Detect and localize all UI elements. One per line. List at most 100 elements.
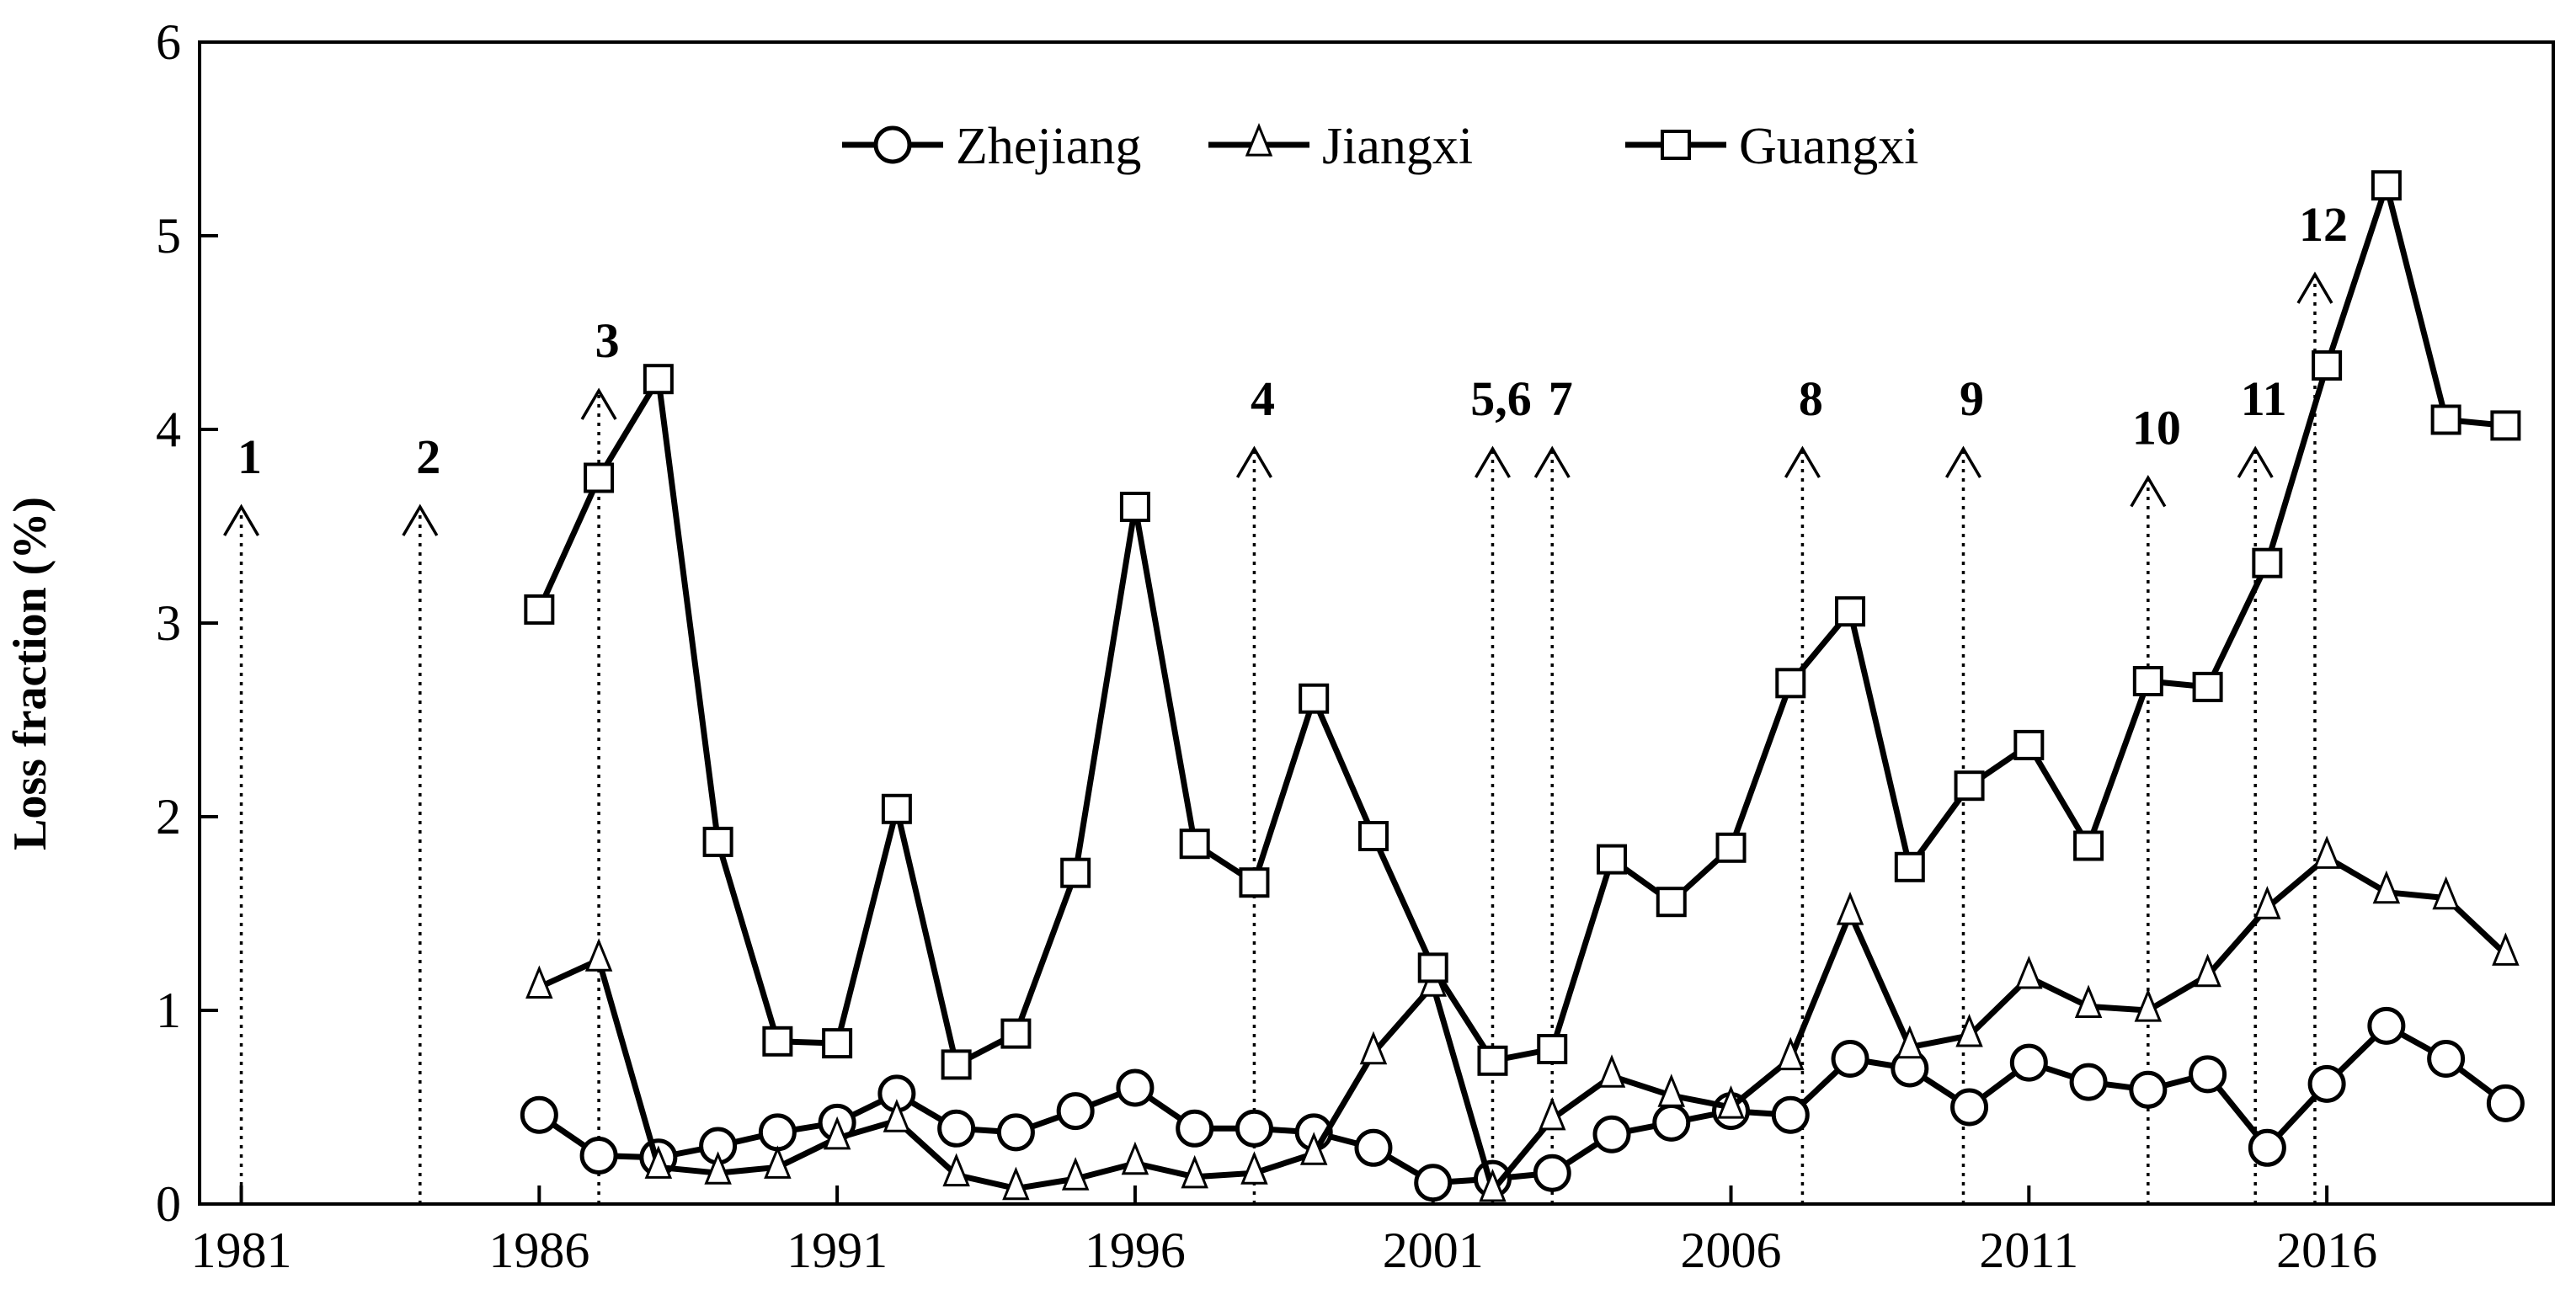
- data-point: [1777, 1036, 1805, 1071]
- data-point: [2312, 835, 2341, 869]
- event-arrowhead: [580, 387, 617, 420]
- x-tick-label: 1986: [488, 1223, 589, 1278]
- event-arrowhead: [2296, 271, 2333, 304]
- data-point: [2015, 955, 2043, 989]
- data-point: [2372, 870, 2401, 904]
- data-point: [704, 1151, 732, 1185]
- data-point: [823, 1116, 851, 1150]
- data-point: [2253, 886, 2281, 919]
- x-tick-label: 2001: [1383, 1223, 1484, 1278]
- event-label: 2: [416, 429, 440, 484]
- y-tick-label: 0: [156, 1176, 181, 1232]
- data-point: [2074, 984, 2103, 1018]
- data-point: [1894, 851, 1925, 882]
- data-point: [1060, 857, 1091, 888]
- series-jiangxi: [525, 835, 2520, 1202]
- data-point: [937, 1109, 976, 1148]
- data-point: [1835, 596, 1866, 627]
- data-point: [1354, 1128, 1393, 1167]
- data-point: [1954, 770, 1985, 802]
- data-point: [1002, 1166, 1030, 1201]
- legend-marker: [1245, 123, 1273, 157]
- data-point: [2486, 1084, 2525, 1122]
- data-point: [941, 1049, 972, 1080]
- event-label: 12: [2299, 197, 2348, 252]
- data-point: [1836, 892, 1864, 925]
- data-point: [1652, 1103, 1691, 1142]
- data-point: [1176, 1109, 1214, 1148]
- series-line: [537, 854, 2508, 1194]
- data-point: [1537, 1034, 1568, 1064]
- data-point: [1479, 1168, 1507, 1202]
- legend: Zhejiang Jiangxi Guangxi: [842, 118, 1919, 175]
- data-point: [2134, 988, 2163, 1022]
- data-point: [643, 364, 674, 395]
- data-point: [2192, 671, 2223, 702]
- legend-item-zhejiang: Zhejiang: [842, 118, 1141, 175]
- event-arrowhead: [1533, 445, 1571, 478]
- x-tick-label: 1991: [787, 1223, 888, 1278]
- data-point: [1235, 1109, 1273, 1148]
- data-point: [1533, 1153, 1571, 1192]
- data-point: [2492, 932, 2520, 966]
- data-point: [1299, 683, 1330, 714]
- x-tick-label: 2006: [1681, 1223, 1782, 1278]
- event-label: 9: [1960, 371, 1984, 426]
- event-label: 3: [595, 313, 620, 368]
- data-point: [1715, 832, 1747, 863]
- data-point: [1061, 1157, 1090, 1191]
- data-point: [1056, 1092, 1095, 1131]
- data-point: [2430, 404, 2461, 435]
- x-tick-label: 1996: [1085, 1223, 1186, 1278]
- data-point: [584, 462, 615, 493]
- y-tick-label: 1: [156, 983, 181, 1038]
- legend-item-guangxi: Guangxi: [1625, 118, 1919, 175]
- series-line: [537, 1022, 2508, 1186]
- data-point: [2307, 1064, 2346, 1103]
- event-arrowhead: [1944, 445, 1981, 478]
- data-point: [1950, 1088, 1989, 1127]
- data-point: [762, 1026, 793, 1057]
- data-point: [1239, 867, 1270, 898]
- data-point: [2009, 1043, 2048, 1082]
- data-point: [822, 1028, 853, 1059]
- y-tick-label: 5: [156, 208, 181, 264]
- legend-label: Zhejiang: [956, 118, 1141, 175]
- data-point: [2248, 1128, 2286, 1167]
- data-point: [1717, 1085, 1745, 1119]
- event-label: 7: [1549, 371, 1573, 426]
- data-point: [2432, 876, 2460, 910]
- series-line: [536, 182, 2506, 1068]
- x-tick-label: 2011: [1979, 1223, 2078, 1278]
- data-point: [1116, 1068, 1155, 1107]
- data-point: [1359, 1031, 1388, 1065]
- legend-label: Jiangxi: [1322, 118, 1473, 175]
- event-label: 11: [2241, 371, 2287, 426]
- x-tick-label: 1981: [191, 1223, 292, 1278]
- data-point: [1477, 1045, 1508, 1076]
- data-point: [644, 1145, 673, 1179]
- event-arrowhead: [2237, 445, 2274, 478]
- data-point: [883, 1099, 911, 1132]
- data-point: [2013, 729, 2045, 760]
- event-label: 8: [1799, 371, 1823, 426]
- data-point: [1299, 1132, 1328, 1165]
- data-point: [881, 793, 912, 824]
- data-point: [2132, 666, 2163, 696]
- data-point: [2073, 830, 2104, 861]
- y-axis-title-group: Loss fraction (%): [4, 497, 56, 850]
- data-series: [520, 170, 2525, 1202]
- legend-marker: [1661, 130, 1691, 160]
- data-point: [996, 1113, 1035, 1152]
- y-tick-label: 4: [156, 402, 181, 457]
- data-point: [2069, 1063, 2108, 1101]
- y-tick-label: 3: [156, 595, 181, 651]
- event-arrowhead: [223, 503, 260, 536]
- data-point: [1597, 1054, 1626, 1088]
- legend-label: Guangxi: [1739, 118, 1919, 175]
- data-point: [2189, 1055, 2227, 1094]
- legend-item-jiangxi: Jiangxi: [1208, 118, 1473, 175]
- y-tick-label: 6: [156, 14, 181, 70]
